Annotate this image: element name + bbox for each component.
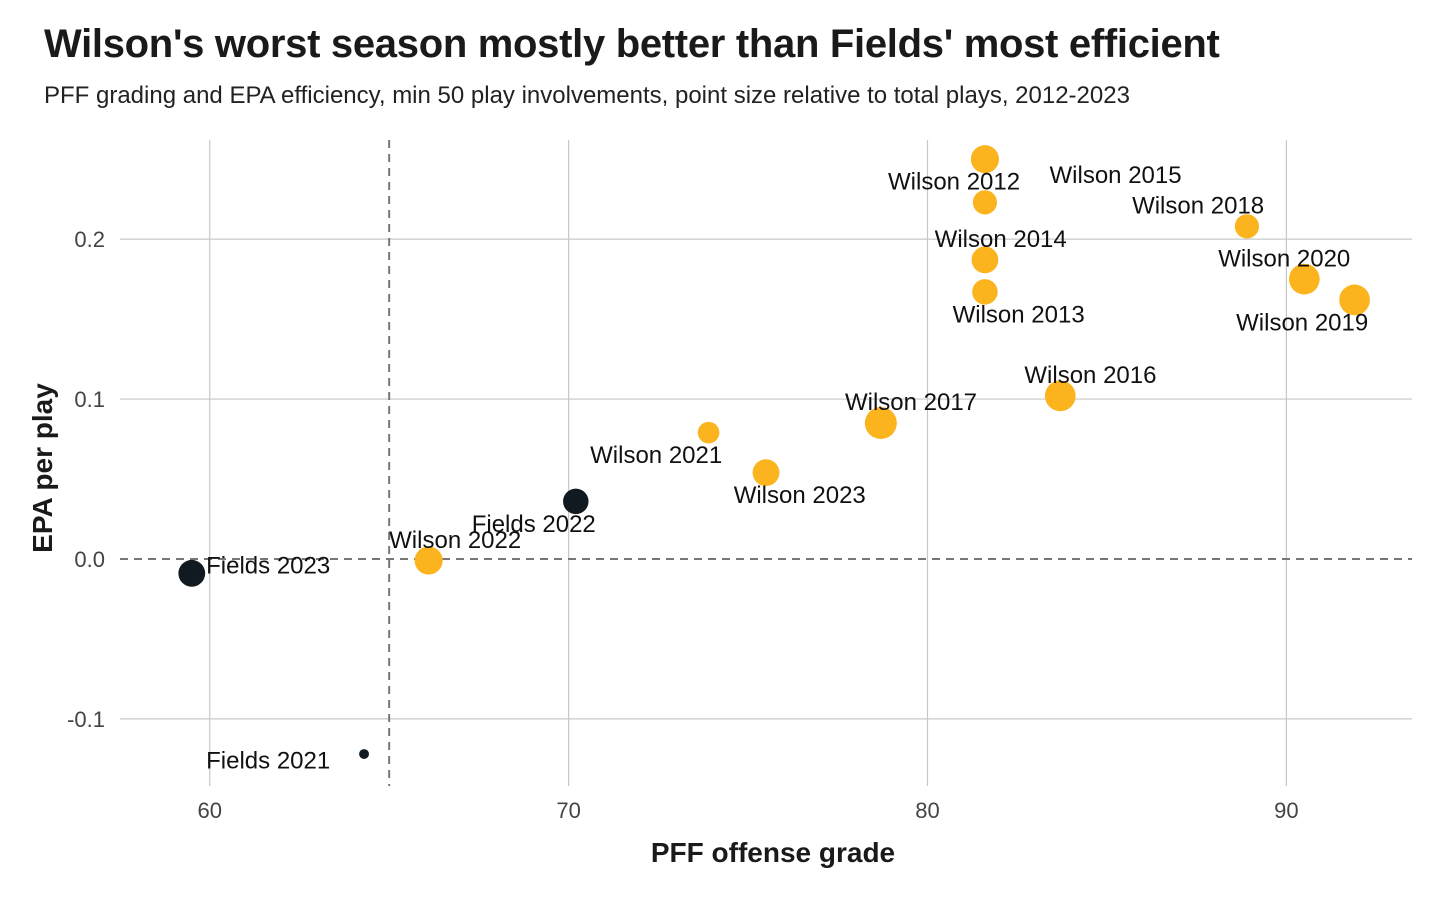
data-point	[1234, 214, 1260, 239]
point-label: Wilson 2013	[953, 301, 1085, 328]
point-label: Wilson 2014	[935, 226, 1067, 253]
y-axis-title: EPA per play	[27, 383, 58, 553]
point-label: Wilson 2020	[1218, 245, 1350, 272]
x-tick-label: 60	[197, 798, 221, 823]
data-point	[972, 190, 998, 215]
data-point	[697, 421, 720, 444]
data-point	[1339, 284, 1370, 316]
y-tick-label: 0.2	[74, 227, 105, 252]
x-tick-label: 90	[1274, 798, 1298, 823]
data-point	[970, 145, 999, 174]
tick-labels: 60 70 80 90 -0.1 0.0 0.1 0.2	[67, 227, 1299, 823]
point-label: Wilson 2012	[888, 169, 1020, 196]
data-point	[563, 488, 589, 515]
x-tick-label: 80	[915, 798, 939, 823]
point-label: Wilson 2017	[845, 389, 977, 416]
point-label: Fields 2021	[206, 747, 330, 774]
point-labels: Wilson 2015 Wilson 2012 Wilson 2018 Wilson …	[206, 162, 1368, 774]
chart-title: Wilson's worst season mostly better than…	[44, 22, 1220, 66]
data-point	[1288, 263, 1320, 295]
point-label: Wilson 2018	[1132, 193, 1264, 220]
point-label: Wilson 2021	[590, 442, 722, 469]
data-point	[414, 546, 443, 575]
chart-subtitle: PFF grading and EPA efficiency, min 50 p…	[44, 82, 1130, 109]
data-point	[359, 749, 369, 759]
y-tick-label: -0.1	[67, 707, 105, 732]
x-axis-title: PFF offense grade	[651, 837, 895, 868]
data-point	[972, 279, 998, 305]
point-label: Wilson 2022	[389, 527, 521, 554]
data-points	[178, 145, 1370, 759]
point-label: Fields 2023	[206, 552, 330, 579]
point-label: Wilson 2016	[1024, 362, 1156, 389]
point-label: Wilson 2023	[734, 482, 866, 509]
point-label: Fields 2022	[472, 511, 596, 538]
y-tick-label: 0.1	[74, 387, 105, 412]
data-point	[752, 459, 780, 486]
data-point	[971, 246, 999, 274]
grid-lines	[120, 140, 1412, 786]
data-point	[864, 407, 897, 440]
x-tick-label: 70	[556, 798, 580, 823]
point-label: Wilson 2019	[1236, 309, 1368, 336]
reference-lines	[120, 140, 1412, 786]
data-point	[1044, 380, 1076, 412]
point-label: Wilson 2015	[1050, 162, 1182, 189]
y-tick-label: 0.0	[74, 547, 105, 572]
data-point	[178, 559, 206, 587]
